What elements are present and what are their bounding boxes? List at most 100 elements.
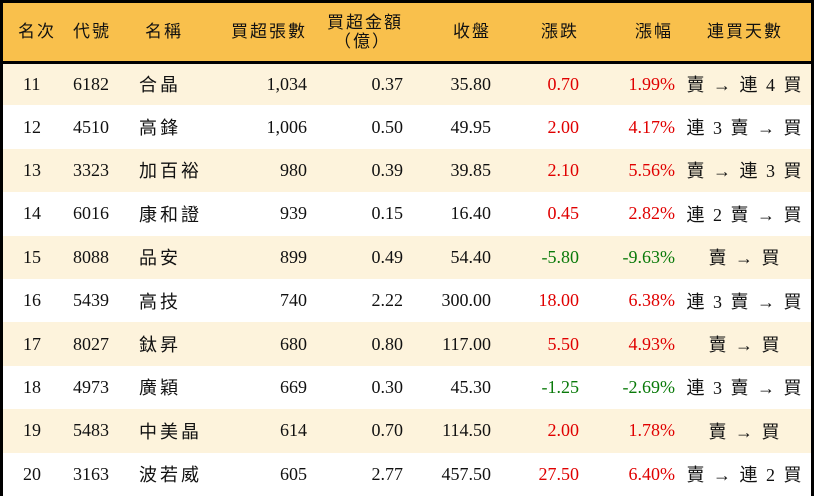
- price-change-cell: 2.00: [547, 420, 580, 441]
- stock-code-cell: 8088: [73, 246, 109, 267]
- rank-cell: 20: [23, 463, 41, 484]
- table-row: 11 6182 合晶 1,034 0.37 35.80 0.70 1.99% 賣…: [3, 62, 811, 106]
- net-buy-lots-cell: 980: [280, 159, 307, 180]
- stock-code-cell: 5483: [73, 420, 109, 441]
- rank-cell: 15: [23, 246, 41, 267]
- net-buy-amount-cell: 0.37: [371, 73, 404, 94]
- rank-cell: 14: [23, 203, 41, 224]
- table-row: 13 3323 加百裕 980 0.39 39.85 2.10 5.56% 賣 …: [3, 148, 811, 193]
- change-percent-cell: 4.17%: [628, 116, 676, 137]
- price-change-cell: 0.70: [547, 73, 580, 94]
- rank-cell: 17: [23, 333, 41, 354]
- price-change-cell: 18.00: [538, 290, 580, 311]
- buy-streak-cell: 賣 → 連 2 買: [686, 465, 804, 486]
- stock-name-cell: 廣穎: [139, 378, 181, 399]
- stock-code-cell: 4973: [73, 376, 109, 397]
- net-buy-lots-cell: 899: [280, 246, 307, 267]
- rank-cell: 12: [23, 116, 41, 137]
- buy-streak-cell: 連 3 賣 → 買: [686, 378, 804, 399]
- header-code: 代號: [73, 22, 111, 42]
- net-buy-lots-cell: 1,006: [266, 116, 308, 137]
- net-buy-amount-cell: 0.49: [371, 246, 404, 267]
- net-buy-amount-cell: 2.22: [371, 290, 404, 311]
- net-buy-lots-cell: 740: [280, 290, 307, 311]
- stock-code-cell: 8027: [73, 333, 109, 354]
- close-price-cell: 300.00: [441, 290, 492, 311]
- header-net-buy-amount-line1: 買超金額: [327, 12, 403, 32]
- net-buy-lots-cell: 680: [280, 333, 307, 354]
- header-name: 名稱: [145, 22, 183, 42]
- stock-code-cell: 3323: [73, 159, 109, 180]
- price-change-cell: 5.50: [547, 333, 580, 354]
- header-buy-streak: 連買天數: [707, 22, 783, 42]
- stock-name-cell: 品安: [139, 248, 181, 269]
- buy-streak-cell: 賣 → 連 4 買: [686, 75, 804, 96]
- change-percent-cell: -2.69%: [622, 376, 676, 397]
- net-buy-lots-cell: 614: [280, 420, 307, 441]
- table-row: 14 6016 康和證 939 0.15 16.40 0.45 2.82% 連 …: [3, 192, 811, 236]
- price-change-cell: -1.25: [541, 376, 580, 397]
- change-percent-cell: 6.40%: [628, 463, 676, 484]
- table-row: 12 4510 高鋒 1,006 0.50 49.95 2.00 4.17% 連…: [3, 105, 811, 149]
- header-change: 漲跌: [541, 22, 579, 42]
- change-percent-cell: 4.93%: [628, 333, 676, 354]
- table-row: 17 8027 鈦昇 680 0.80 117.00 5.50 4.93% 賣 …: [3, 322, 811, 366]
- rank-cell: 13: [23, 159, 41, 180]
- net-buy-ranking-table: 名次 代號 名稱 買超張數 買超金額 （億） 收盤 漲跌 漲幅 連買天數 11 …: [3, 3, 811, 496]
- price-change-cell: 2.00: [547, 116, 580, 137]
- stock-code-cell: 3163: [73, 463, 109, 484]
- change-percent-cell: 6.38%: [628, 290, 676, 311]
- net-buy-amount-cell: 0.15: [371, 203, 404, 224]
- stock-name-cell: 康和證: [139, 204, 202, 225]
- buy-streak-cell: 賣 → 買: [708, 421, 782, 442]
- close-price-cell: 54.40: [450, 246, 492, 267]
- stock-name-cell: 中美晶: [139, 421, 202, 442]
- table-row: 18 4973 廣穎 669 0.30 45.30 -1.25 -2.69% 連…: [3, 365, 811, 410]
- net-buy-amount-cell: 0.70: [371, 420, 404, 441]
- change-percent-cell: 1.78%: [628, 420, 676, 441]
- change-percent-cell: 2.82%: [628, 203, 676, 224]
- net-buy-lots-cell: 605: [280, 463, 307, 484]
- price-change-cell: 0.45: [547, 203, 580, 224]
- stock-name-cell: 合晶: [139, 75, 181, 96]
- stock-code-cell: 5439: [73, 290, 109, 311]
- close-price-cell: 16.40: [450, 203, 492, 224]
- net-buy-amount-cell: 0.50: [371, 116, 404, 137]
- header-change-pct: 漲幅: [635, 22, 673, 42]
- header-rank: 名次: [18, 22, 56, 42]
- buy-streak-cell: 連 3 賣 → 買: [686, 118, 804, 139]
- buy-streak-cell: 連 3 賣 → 買: [686, 291, 804, 312]
- rank-cell: 19: [23, 420, 41, 441]
- stock-name-cell: 鈦昇: [139, 335, 181, 356]
- net-buy-amount-cell: 0.39: [371, 159, 404, 180]
- net-buy-amount-cell: 0.80: [371, 333, 404, 354]
- table-header-row: 名次 代號 名稱 買超張數 買超金額 （億） 收盤 漲跌 漲幅 連買天數: [3, 3, 811, 62]
- net-buy-lots-cell: 1,034: [266, 73, 308, 94]
- buy-streak-cell: 連 2 賣 → 買: [686, 204, 804, 225]
- price-change-cell: 27.50: [538, 463, 580, 484]
- rank-cell: 18: [23, 376, 41, 397]
- stock-code-cell: 6016: [73, 203, 109, 224]
- price-change-cell: 2.10: [547, 159, 580, 180]
- table-body: 11 6182 合晶 1,034 0.37 35.80 0.70 1.99% 賣…: [3, 62, 811, 496]
- stock-name-cell: 高技: [139, 291, 181, 312]
- price-change-cell: -5.80: [541, 246, 580, 267]
- stock-name-cell: 波若威: [139, 465, 202, 486]
- stock-name-cell: 高鋒: [139, 118, 181, 139]
- stock-code-cell: 6182: [73, 73, 109, 94]
- buy-streak-cell: 賣 → 連 3 買: [686, 161, 804, 182]
- table-row: 19 5483 中美晶 614 0.70 114.50 2.00 1.78% 賣…: [3, 409, 811, 453]
- close-price-cell: 49.95: [450, 116, 492, 137]
- table-row: 15 8088 品安 899 0.49 54.40 -5.80 -9.63% 賣…: [3, 235, 811, 279]
- stock-code-cell: 4510: [73, 116, 109, 137]
- header-net-buy-lots: 買超張數: [231, 22, 307, 42]
- net-buy-lots-cell: 669: [280, 376, 307, 397]
- close-price-cell: 45.30: [450, 376, 492, 397]
- buy-streak-cell: 賣 → 買: [708, 248, 782, 269]
- change-percent-cell: -9.63%: [622, 246, 676, 267]
- change-percent-cell: 5.56%: [628, 159, 676, 180]
- table-row: 20 3163 波若威 605 2.77 457.50 27.50 6.40% …: [3, 452, 811, 496]
- close-price-cell: 114.50: [442, 420, 491, 441]
- close-price-cell: 35.80: [450, 73, 492, 94]
